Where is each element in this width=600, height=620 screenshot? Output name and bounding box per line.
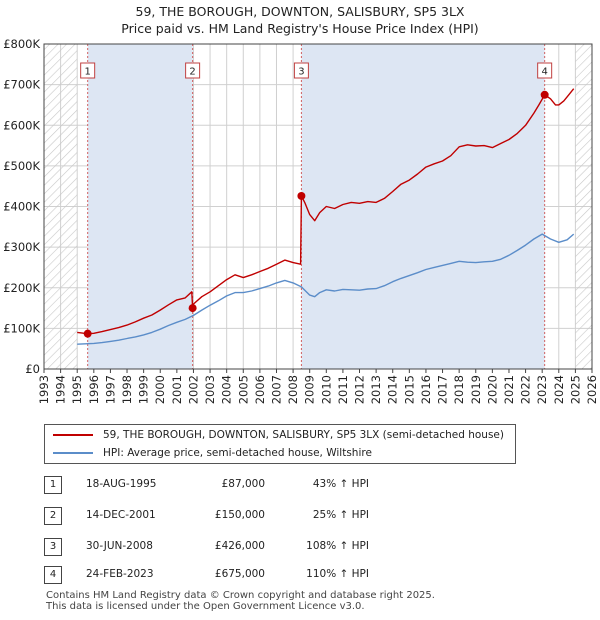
y-tick-label: £100K (3, 321, 40, 335)
purchase-point (540, 90, 549, 99)
y-tick-label: £800K (3, 37, 40, 51)
x-tick-label: 1993 (37, 375, 51, 404)
x-tick-label: 2026 (585, 375, 599, 404)
x-tick-label: 2000 (153, 375, 167, 404)
x-tick-label: 2025 (568, 375, 582, 404)
x-tick-label: 2008 (286, 375, 300, 404)
table-row: 1 18-AUG-1995 £87,000 43% ↑ HPI (0, 476, 600, 496)
footer-copyright: Contains HM Land Registry data © Crown c… (46, 590, 435, 601)
x-tick-label: 2011 (336, 375, 350, 404)
legend-entry-property: 59, THE BOROUGH, DOWNTON, SALISBURY, SP5… (53, 426, 504, 444)
transaction-badge: 1 (44, 476, 62, 494)
x-tick-label: 2013 (369, 375, 383, 404)
price-chart: 1 2 3 4 £0 £100K £200K £300K £400K £500K £600K £70… (3, 37, 599, 404)
x-tick-label: 2005 (236, 375, 250, 404)
y-tick-label: £500K (3, 159, 40, 173)
transaction-hpi: 108% ↑ HPI (306, 540, 369, 552)
purchase-label: 4 (541, 67, 547, 78)
x-tick-label: 2007 (269, 375, 283, 404)
y-tick-label: £200K (3, 281, 40, 295)
legend-label-hpi: HPI: Average price, semi-detached house,… (103, 447, 372, 459)
x-tick-label: 2019 (469, 375, 483, 404)
hatched-region (44, 44, 78, 369)
x-tick-label: 2001 (170, 375, 184, 404)
x-tick-label: 2015 (402, 375, 416, 404)
chart-title: 59, THE BOROUGH, DOWNTON, SALISBURY, SP5… (135, 4, 465, 19)
x-tick-label: 1999 (137, 375, 151, 404)
x-tick-label: 1997 (103, 375, 117, 404)
x-tick-label: 2012 (353, 375, 367, 404)
shaded-band (87, 44, 193, 369)
x-tick-label: 2024 (552, 375, 566, 404)
x-tick-label: 2018 (452, 375, 466, 404)
x-tick-label: 1998 (120, 375, 134, 404)
transaction-price: £150,000 (214, 509, 265, 521)
legend-line-hpi-icon (53, 452, 93, 454)
purchase-box (80, 62, 96, 79)
purchase-point (188, 304, 197, 313)
footer-license: This data is licensed under the Open Gov… (46, 601, 365, 612)
purchase-box (293, 62, 309, 79)
transaction-price: £87,000 (221, 478, 265, 490)
purchase-point (83, 329, 92, 338)
legend-entry-hpi: HPI: Average price, semi-detached house,… (53, 444, 372, 462)
x-tick-label: 2003 (203, 375, 217, 404)
purchase-label: 1 (84, 67, 90, 78)
transaction-hpi: 25% ↑ HPI (312, 509, 369, 521)
y-tick-label: £600K (3, 118, 40, 132)
x-tick-label: 1996 (87, 375, 101, 404)
legend: 59, THE BOROUGH, DOWNTON, SALISBURY, SP5… (44, 424, 516, 464)
y-tick-label: £400K (3, 200, 40, 214)
x-tick-label: 2021 (502, 375, 516, 404)
x-tick-label: 2009 (303, 375, 317, 404)
x-tick-label: 2004 (220, 375, 234, 404)
x-tick-label: 2017 (436, 375, 450, 404)
transaction-date: 24-FEB-2023 (86, 568, 154, 580)
purchase-label: 3 (298, 67, 304, 78)
transaction-date: 18-AUG-1995 (86, 478, 157, 490)
transaction-badge: 4 (44, 566, 62, 584)
transaction-badge: 2 (44, 507, 62, 525)
shaded-band (301, 44, 545, 369)
purchase-label: 2 (189, 67, 195, 78)
legend-line-property-icon (53, 434, 93, 436)
purchase-box (185, 62, 201, 79)
y-tick-label: £0 (25, 362, 40, 376)
transaction-hpi: 110% ↑ HPI (306, 568, 369, 580)
transaction-price: £426,000 (214, 540, 265, 552)
x-tick-label: 2022 (519, 375, 533, 404)
property-price-line (77, 88, 575, 335)
x-tick-label: 1995 (70, 375, 84, 404)
x-tick-label: 2006 (253, 375, 267, 404)
purchase-point (297, 191, 306, 200)
x-tick-label: 2010 (319, 375, 333, 404)
x-tick-label: 2002 (186, 375, 200, 404)
y-tick-label: £700K (3, 78, 40, 92)
transaction-badge: 3 (44, 538, 62, 556)
transaction-price: £675,000 (214, 568, 265, 580)
purchase-box (537, 62, 553, 79)
table-row: 4 24-FEB-2023 £675,000 110% ↑ HPI (0, 566, 600, 586)
x-tick-label: 2014 (386, 375, 400, 404)
table-row: 2 14-DEC-2001 £150,000 25% ↑ HPI (0, 507, 600, 527)
x-tick-label: 2016 (419, 375, 433, 404)
table-row: 3 30-JUN-2008 £426,000 108% ↑ HPI (0, 538, 600, 558)
transaction-hpi: 43% ↑ HPI (312, 478, 369, 490)
footer: Contains HM Land Registry data © Crown c… (46, 590, 435, 612)
x-tick-label: 1994 (54, 375, 68, 404)
hatched-region (575, 44, 592, 369)
plot-frame (43, 43, 593, 370)
transaction-date: 14-DEC-2001 (86, 509, 156, 521)
chart-subtitle: Price paid vs. HM Land Registry's House … (121, 21, 479, 36)
transaction-date: 30-JUN-2008 (86, 540, 153, 552)
x-tick-label: 2020 (485, 375, 499, 404)
hpi-line (77, 233, 575, 345)
x-tick-label: 2023 (535, 375, 549, 404)
y-tick-label: £300K (3, 240, 40, 254)
legend-label-property: 59, THE BOROUGH, DOWNTON, SALISBURY, SP5… (103, 429, 504, 441)
